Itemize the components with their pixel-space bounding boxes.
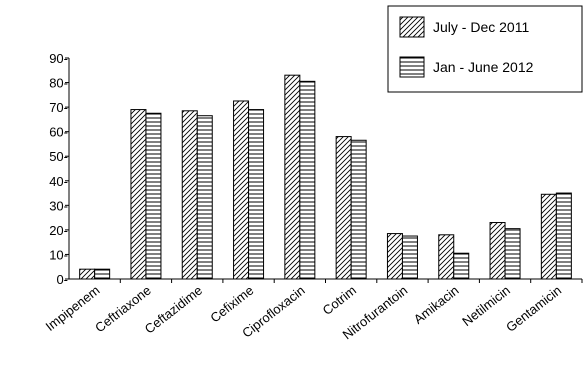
bars [79,74,572,280]
y-tick-label: 40- [49,174,68,189]
bar-jan-jun-2012 [145,112,162,280]
y-tick-label: 10- [49,247,68,262]
category-label: Amikacin [411,283,462,327]
legend-swatch [399,16,425,38]
bar-jan-jun-2012 [94,268,111,280]
legend-label: July - Dec 2011 [433,19,529,35]
y-tick-label: 90- [49,51,68,66]
bar-jan-jun-2012 [299,80,316,280]
axes: 0- 10- 20- 30- 40- 50- 60- 70- 80- 90- [49,51,583,287]
y-tick-label: 20- [49,223,68,238]
y-tick-label: 60- [49,125,68,140]
bar-jul-dec-2011 [284,74,301,280]
y-tick-label: 70- [49,100,68,115]
bar-jan-jun-2012 [453,252,470,280]
bar-jan-jun-2012 [196,115,213,280]
bar-jul-dec-2011 [130,109,147,280]
bar-jul-dec-2011 [540,193,557,280]
bar-jul-dec-2011 [79,268,96,280]
bar-jul-dec-2011 [386,233,403,280]
y-tick-label: 80- [49,76,68,91]
bar-jan-jun-2012 [248,109,265,280]
bar-jan-jun-2012 [401,235,418,280]
bar-jul-dec-2011 [233,100,250,280]
bar-jul-dec-2011 [489,222,506,280]
category-label: Gentamicin [503,283,564,335]
y-tick-label: 50- [49,149,68,164]
legend-swatch [399,56,425,78]
bar-jan-jun-2012 [350,139,367,280]
bar-jan-jun-2012 [555,192,572,280]
bar-jul-dec-2011 [181,110,198,280]
category-label: Ceftazidime [142,283,205,337]
y-tick-label: 30- [49,198,68,213]
bar-jul-dec-2011 [335,136,352,280]
legend: July - Dec 2011 Jan - June 2012 [387,5,583,93]
y-tick-label: 0- [56,272,68,287]
legend-label: Jan - June 2012 [433,59,534,75]
category-label: Cefixime [207,283,256,326]
category-label: Cotrim [320,283,359,318]
bar-jul-dec-2011 [438,234,455,280]
bar-jan-jun-2012 [504,228,521,280]
